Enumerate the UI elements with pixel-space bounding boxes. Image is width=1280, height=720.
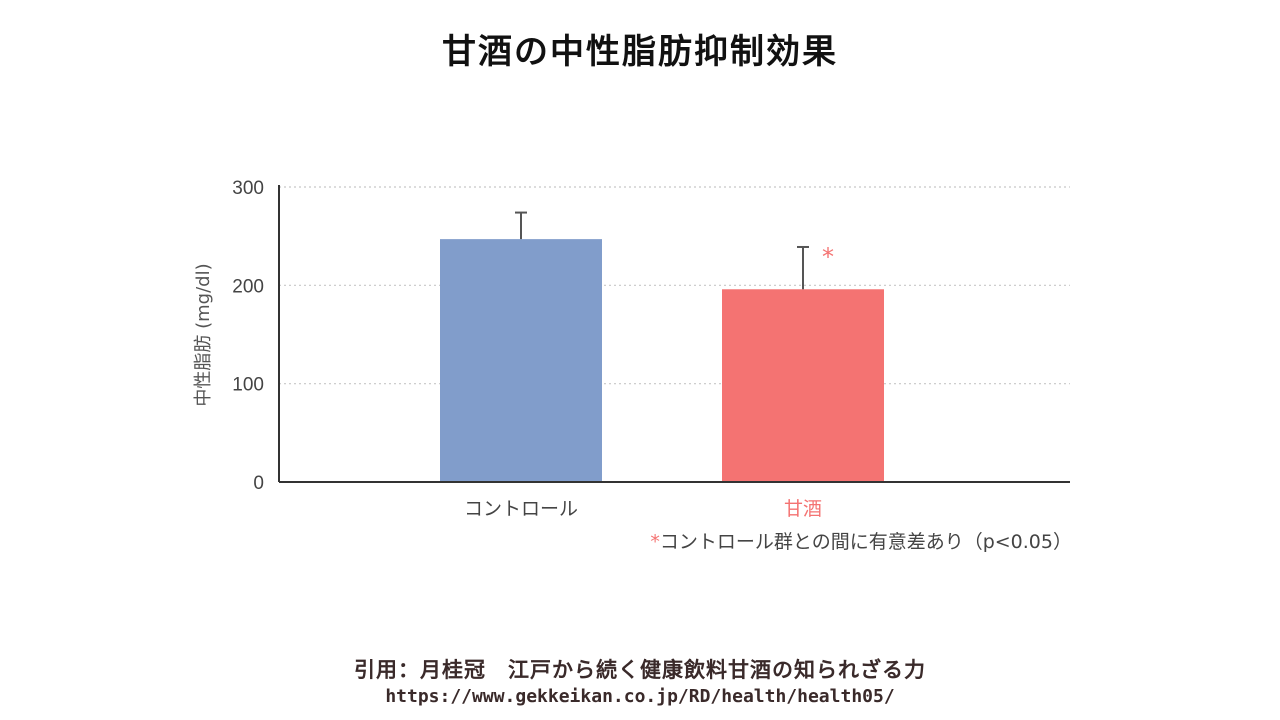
significance-note: *コントロール群との間に有意差あり（p<0.05）	[650, 531, 1072, 553]
svg-text:*コントロール群との間に有意差あり（p<0.05）: *コントロール群との間に有意差あり（p<0.05）	[650, 531, 1072, 553]
y-tick-label: 300	[232, 178, 264, 199]
chart-title: 甘酒の中性脂肪抑制効果	[442, 32, 838, 72]
error-bars	[515, 211, 809, 290]
citation-url: https://www.gekkeikan.co.jp/RD/health/he…	[385, 686, 895, 707]
y-axis-label: 中性脂肪 (mg/dl)	[193, 263, 214, 406]
citation-text: 引用：月桂冠 江戸から続く健康飲料甘酒の知られざる力	[354, 658, 926, 682]
y-tick-label: 0	[253, 473, 264, 494]
y-tick-label: 200	[232, 276, 264, 297]
axes	[278, 185, 1070, 483]
note-marker: *	[650, 531, 660, 553]
axis-labels: 0 100 200 300 コントロール 甘酒 *	[232, 178, 834, 520]
bars	[440, 239, 884, 482]
x-tick-label: コントロール	[464, 498, 578, 520]
bar-2	[722, 289, 884, 482]
significance-asterisk: *	[822, 243, 834, 271]
note-text: コントロール群との間に有意差あり（p<0.05）	[660, 531, 1072, 553]
grid-lines	[279, 186, 1070, 385]
y-tick-label: 100	[232, 375, 264, 396]
bar-1	[440, 239, 602, 482]
x-tick-label: 甘酒	[784, 498, 822, 520]
